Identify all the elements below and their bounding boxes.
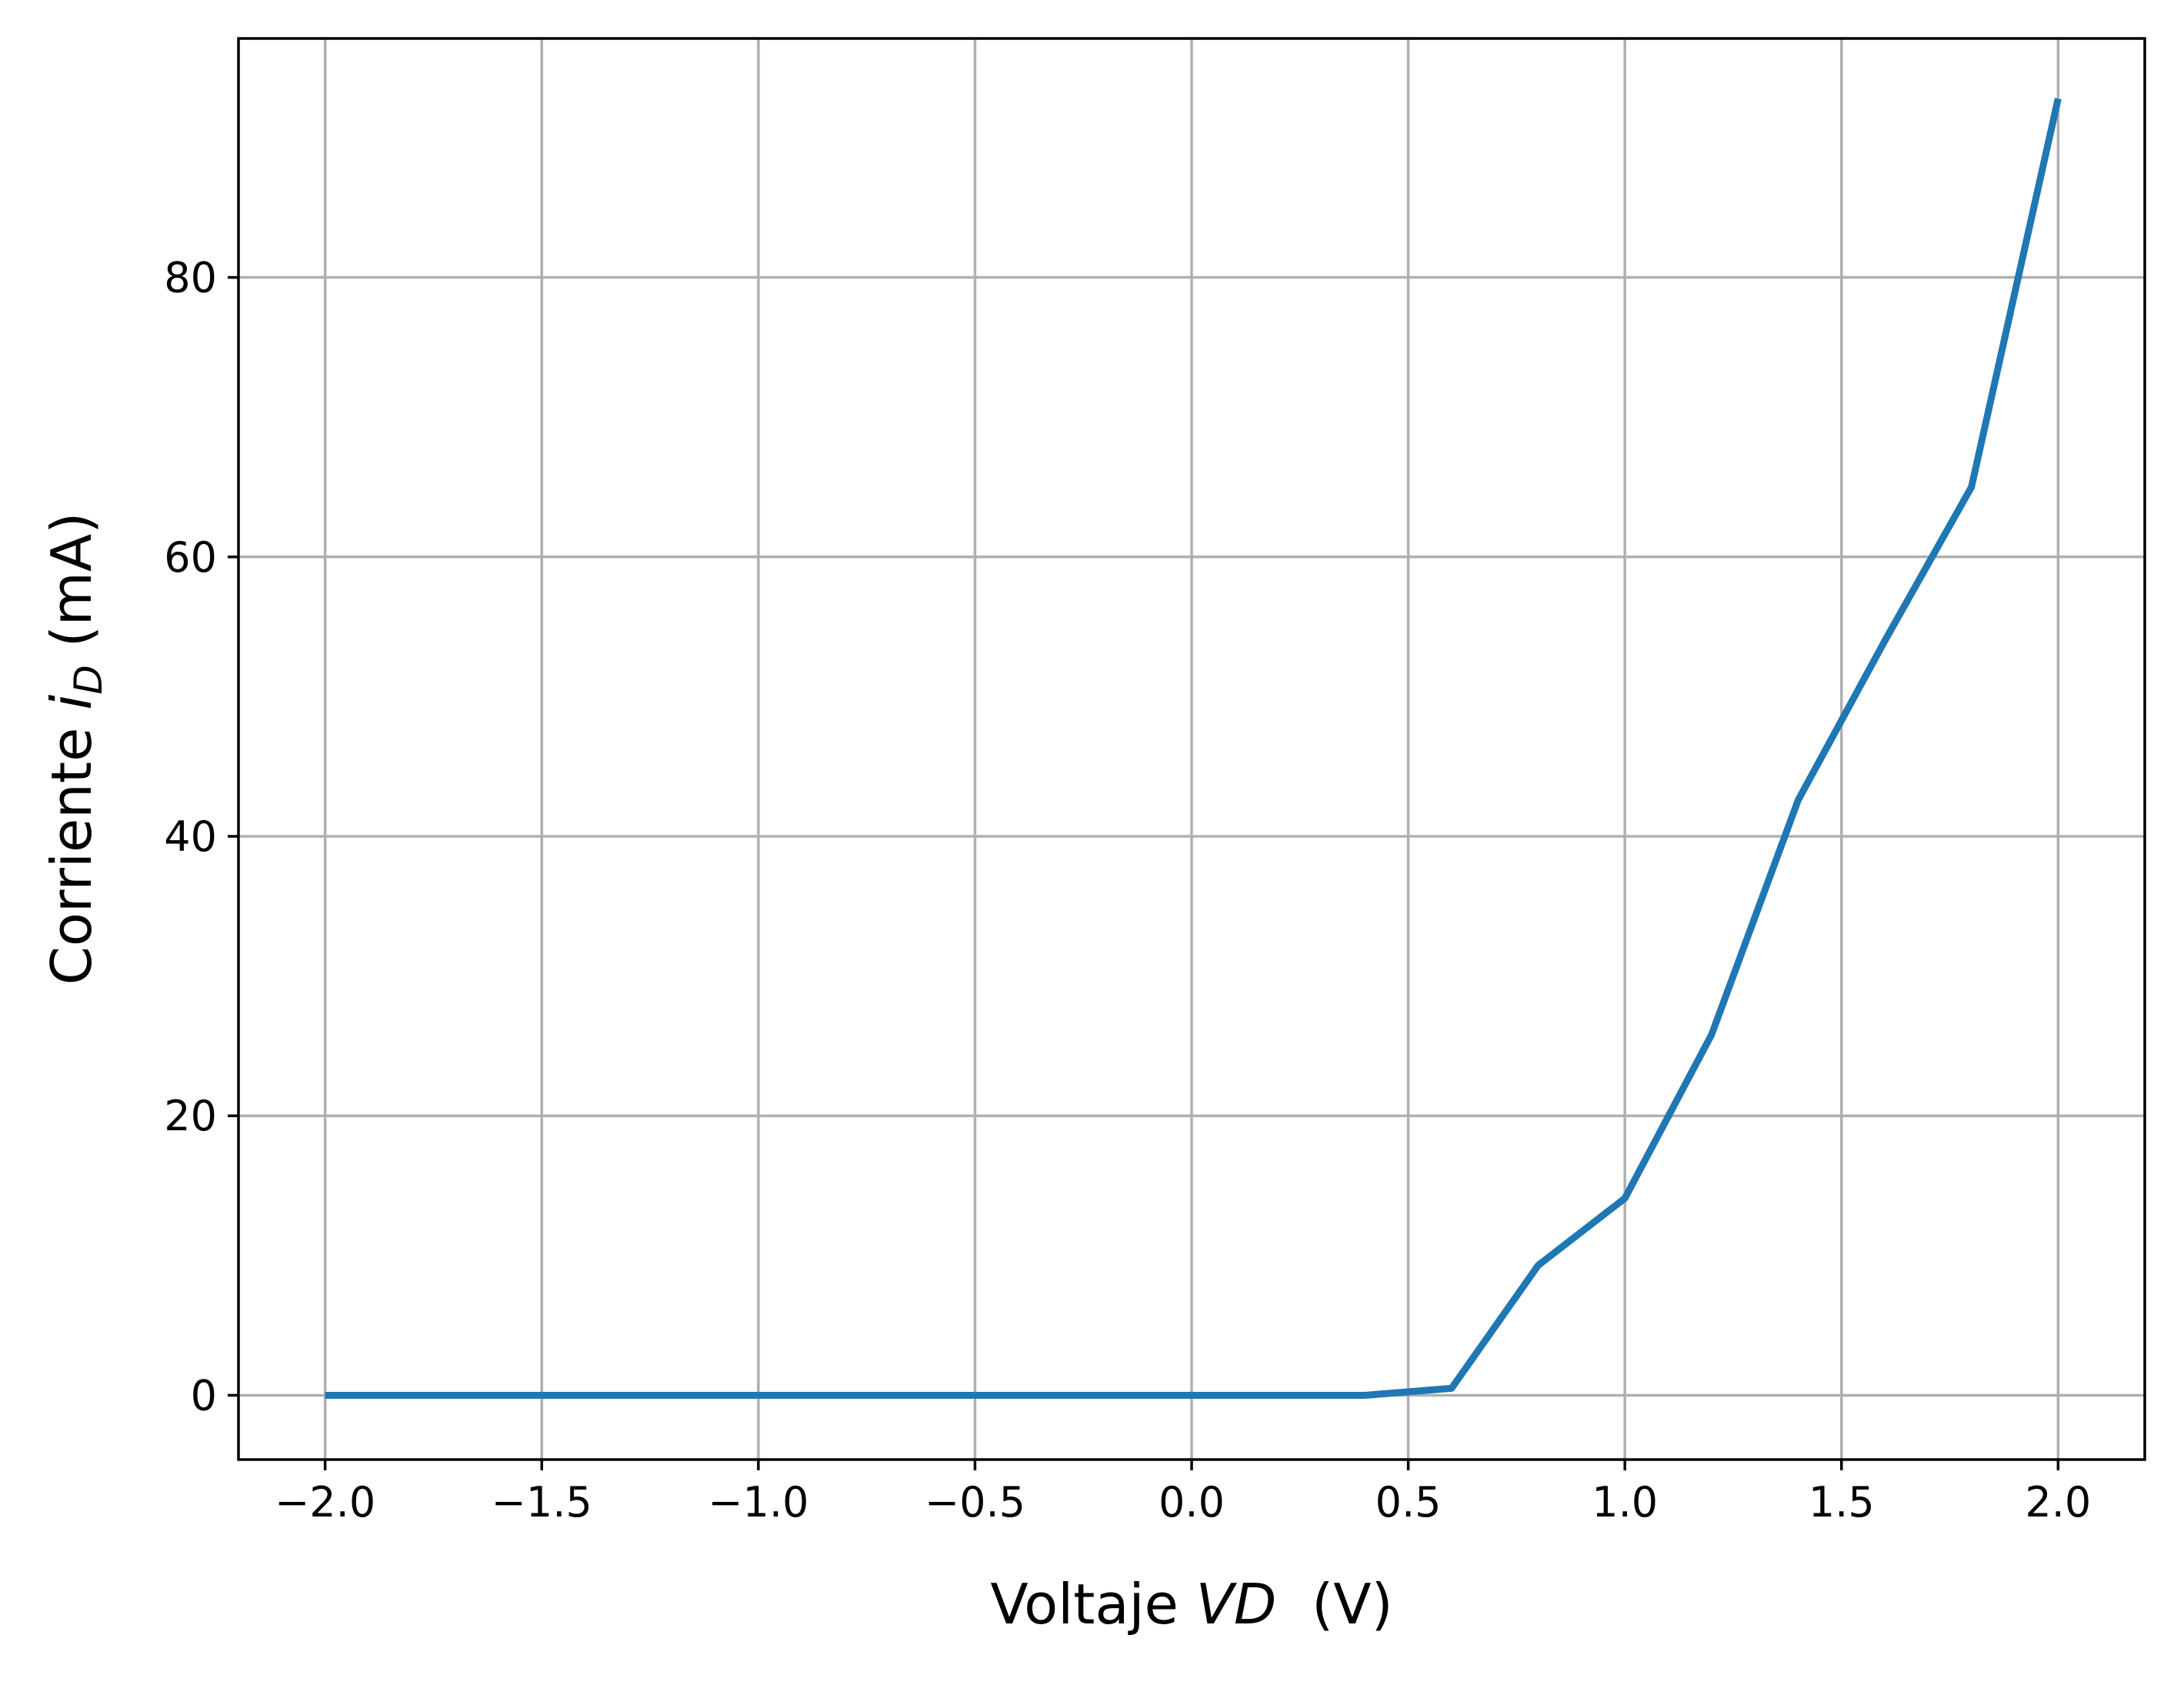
x-tick-label: 0.0 [1159, 1478, 1225, 1527]
x-axis-label: Voltaje VD (V) [990, 1572, 1392, 1637]
x-tick-label: −2.0 [275, 1478, 375, 1527]
x-tick-label: −1.0 [708, 1478, 809, 1527]
y-grid-lines [238, 275, 2145, 1397]
y-tick-label: 0 [191, 1371, 217, 1420]
x-tick-label: 1.5 [1809, 1478, 1875, 1527]
y-tick-label: 40 [164, 812, 217, 861]
y-tick-label: 60 [164, 533, 217, 582]
x-tick-label: 2.0 [2025, 1478, 2091, 1527]
y-axis-ticks: 0 20 40 60 80 [164, 254, 238, 1420]
x-axis-ticks: −2.0 −1.5 −1.0 −0.5 0.0 0.5 1.0 1.5 2.0 [275, 1460, 2091, 1527]
series-line [325, 98, 2062, 1399]
series-layer [325, 98, 2062, 1399]
x-tick-label: −1.5 [492, 1478, 592, 1527]
y-tick-label: 80 [164, 254, 217, 302]
x-grid-lines [323, 38, 2060, 1460]
x-tick-label: −0.5 [925, 1478, 1025, 1527]
x-tick-label: 1.0 [1592, 1478, 1658, 1527]
y-axis-label: Corriente iD (mA) [39, 512, 111, 986]
y-tick-label: 20 [164, 1092, 217, 1140]
x-tick-label: 0.5 [1375, 1478, 1442, 1527]
